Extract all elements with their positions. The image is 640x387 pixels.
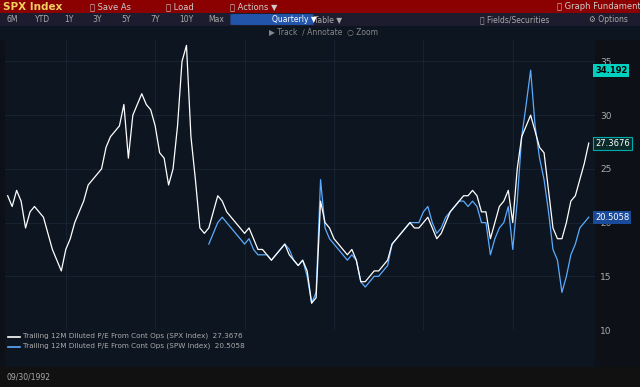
Text: SPX Index: SPX Index <box>3 2 63 12</box>
Text: Quarterly ▼: Quarterly ▼ <box>272 15 317 24</box>
Text: ␡ Graph Fundamentals: ␡ Graph Fundamentals <box>557 2 640 11</box>
Text: ␡ Fields/Securities: ␡ Fields/Securities <box>480 15 549 24</box>
Text: 5Y: 5Y <box>122 15 131 24</box>
Text: 27.3676: 27.3676 <box>595 139 630 148</box>
Text: ␡ Actions ▼: ␡ Actions ▼ <box>230 2 278 11</box>
Text: Max: Max <box>208 15 224 24</box>
Text: Trailing 12M Diluted P/E From Cont Ops (SPW Index)  20.5058: Trailing 12M Diluted P/E From Cont Ops (… <box>22 343 244 349</box>
FancyBboxPatch shape <box>230 14 314 25</box>
Text: ⚙ Options: ⚙ Options <box>589 15 628 24</box>
Text: 1Y: 1Y <box>64 15 74 24</box>
Text: 09/30/1992: 09/30/1992 <box>6 373 51 382</box>
Text: 20.5058: 20.5058 <box>595 213 629 222</box>
Text: ▶ Track  ∕ Annotate  ○ Zoom: ▶ Track ∕ Annotate ○ Zoom <box>269 29 378 38</box>
Text: 7Y: 7Y <box>150 15 160 24</box>
Text: Table ▼: Table ▼ <box>314 15 342 24</box>
Text: 3Y: 3Y <box>93 15 102 24</box>
Text: 6M: 6M <box>6 15 18 24</box>
Text: 10Y: 10Y <box>179 15 193 24</box>
Text: 34.192: 34.192 <box>595 66 627 75</box>
Text: YTD: YTD <box>35 15 51 24</box>
Text: Trailing 12M Diluted P/E From Cont Ops (SPX Index)  27.3676: Trailing 12M Diluted P/E From Cont Ops (… <box>22 333 243 339</box>
Text: ␡ Load: ␡ Load <box>166 2 194 11</box>
Text: ␡ Save As: ␡ Save As <box>90 2 131 11</box>
